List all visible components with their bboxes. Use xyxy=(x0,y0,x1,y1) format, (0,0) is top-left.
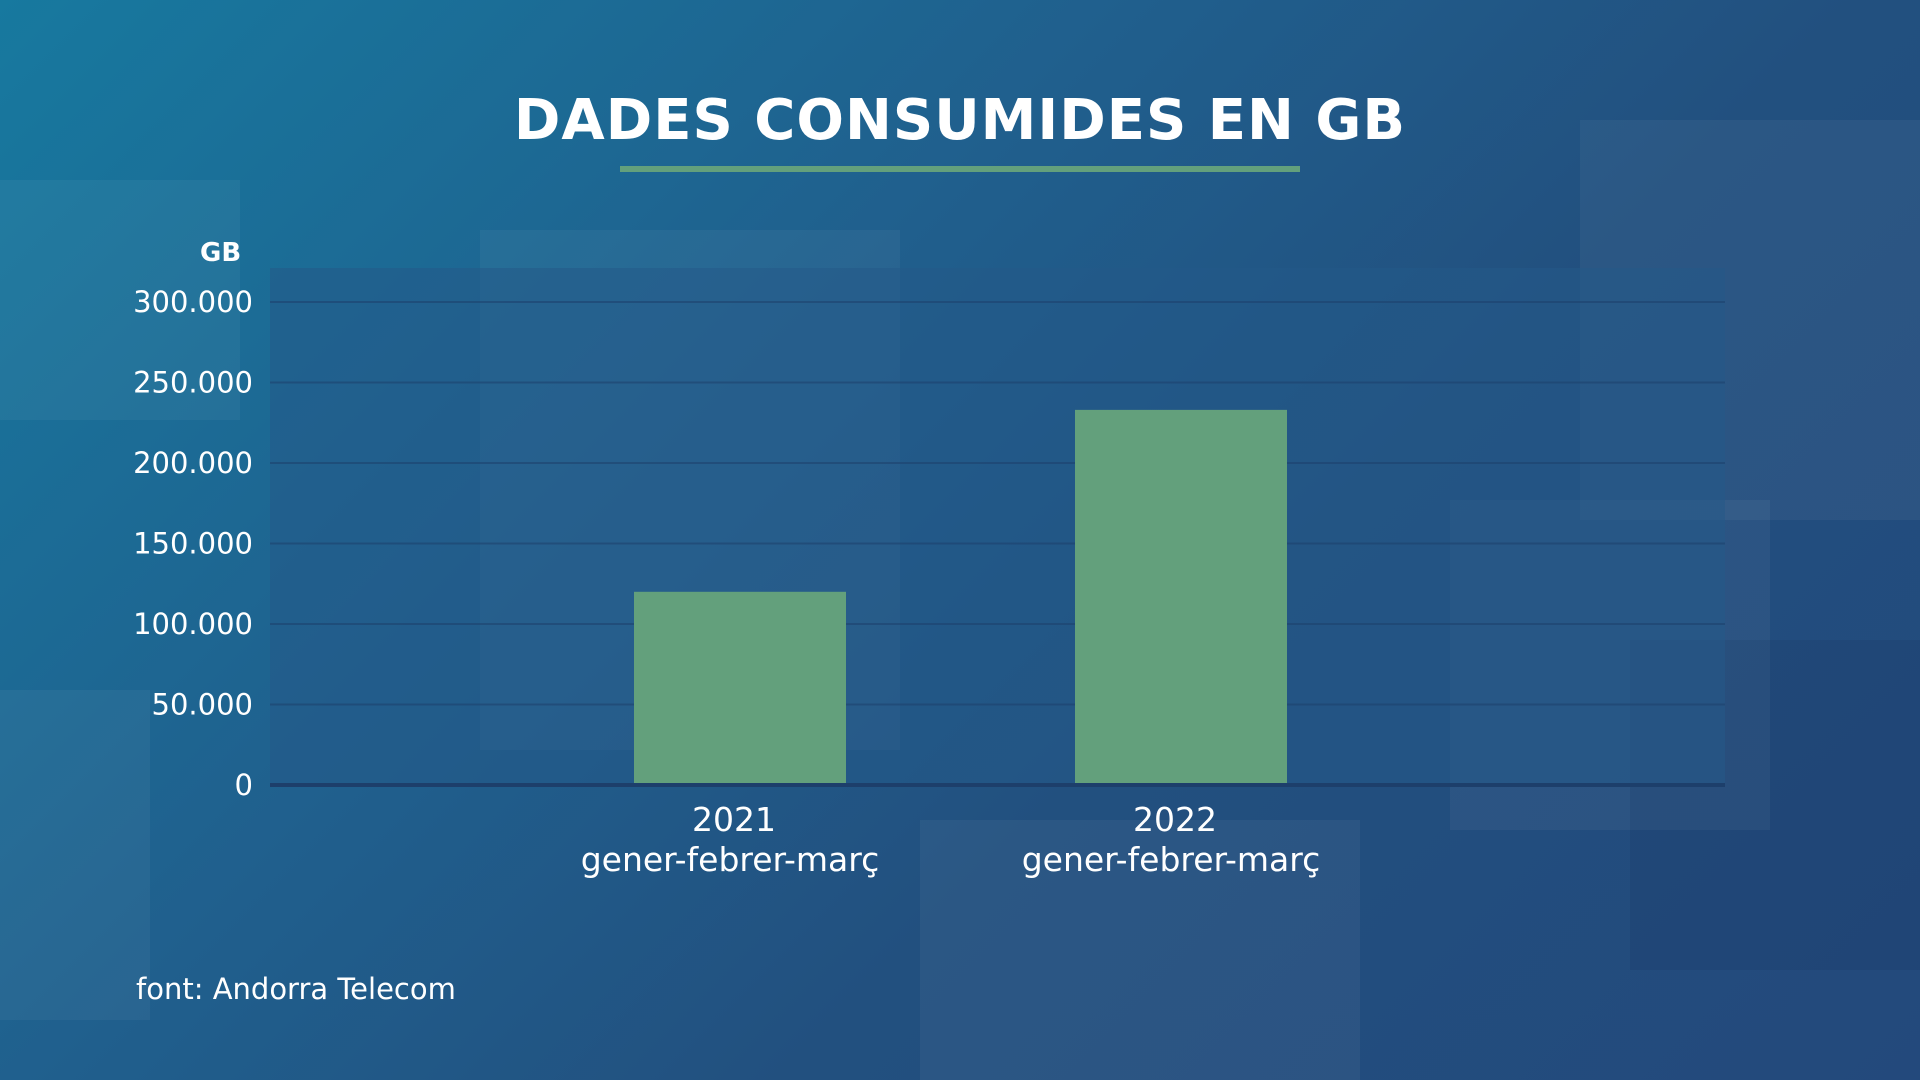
title-underline xyxy=(620,166,1300,172)
x-tick-label-period: gener-febrer-març xyxy=(1022,840,1321,879)
y-tick-label: 150.000 xyxy=(133,527,253,561)
y-tick-label: 50.000 xyxy=(152,688,253,722)
source-note: font: Andorra Telecom xyxy=(136,972,456,1006)
x-tick-label-year: 2022 xyxy=(1133,800,1217,839)
background-tile xyxy=(920,820,1360,1080)
bar-2 xyxy=(1075,409,1287,785)
x-tick-label-year: 2021 xyxy=(692,800,776,839)
chart-title: DADES CONSUMIDES EN GB xyxy=(513,88,1407,153)
background-tile xyxy=(0,690,150,1020)
y-tick-label: 250.000 xyxy=(133,366,253,400)
y-tick-label: 200.000 xyxy=(133,446,253,480)
bar-1 xyxy=(634,591,846,785)
y-tick-label: 300.000 xyxy=(133,285,253,319)
background-tile xyxy=(0,180,240,420)
y-tick-label: 100.000 xyxy=(133,607,253,641)
y-axis-unit-label: GB xyxy=(200,238,242,268)
y-tick-label: 0 xyxy=(235,768,253,802)
x-tick-label-period: gener-febrer-març xyxy=(581,840,880,879)
plot-area xyxy=(270,268,1725,785)
